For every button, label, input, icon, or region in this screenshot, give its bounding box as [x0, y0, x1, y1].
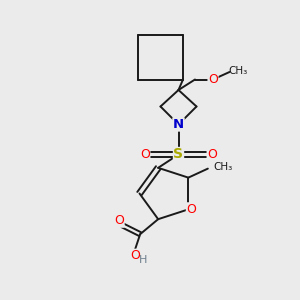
Text: O: O — [114, 214, 124, 227]
Text: CH₃: CH₃ — [228, 65, 248, 76]
Text: O: O — [208, 73, 218, 86]
Text: O: O — [186, 203, 196, 216]
Text: O: O — [131, 249, 141, 262]
Text: O: O — [140, 148, 150, 161]
Text: CH₃: CH₃ — [213, 162, 232, 172]
Text: H: H — [139, 255, 147, 265]
Text: N: N — [173, 118, 184, 131]
Text: O: O — [207, 148, 217, 161]
Text: S: S — [173, 148, 184, 161]
